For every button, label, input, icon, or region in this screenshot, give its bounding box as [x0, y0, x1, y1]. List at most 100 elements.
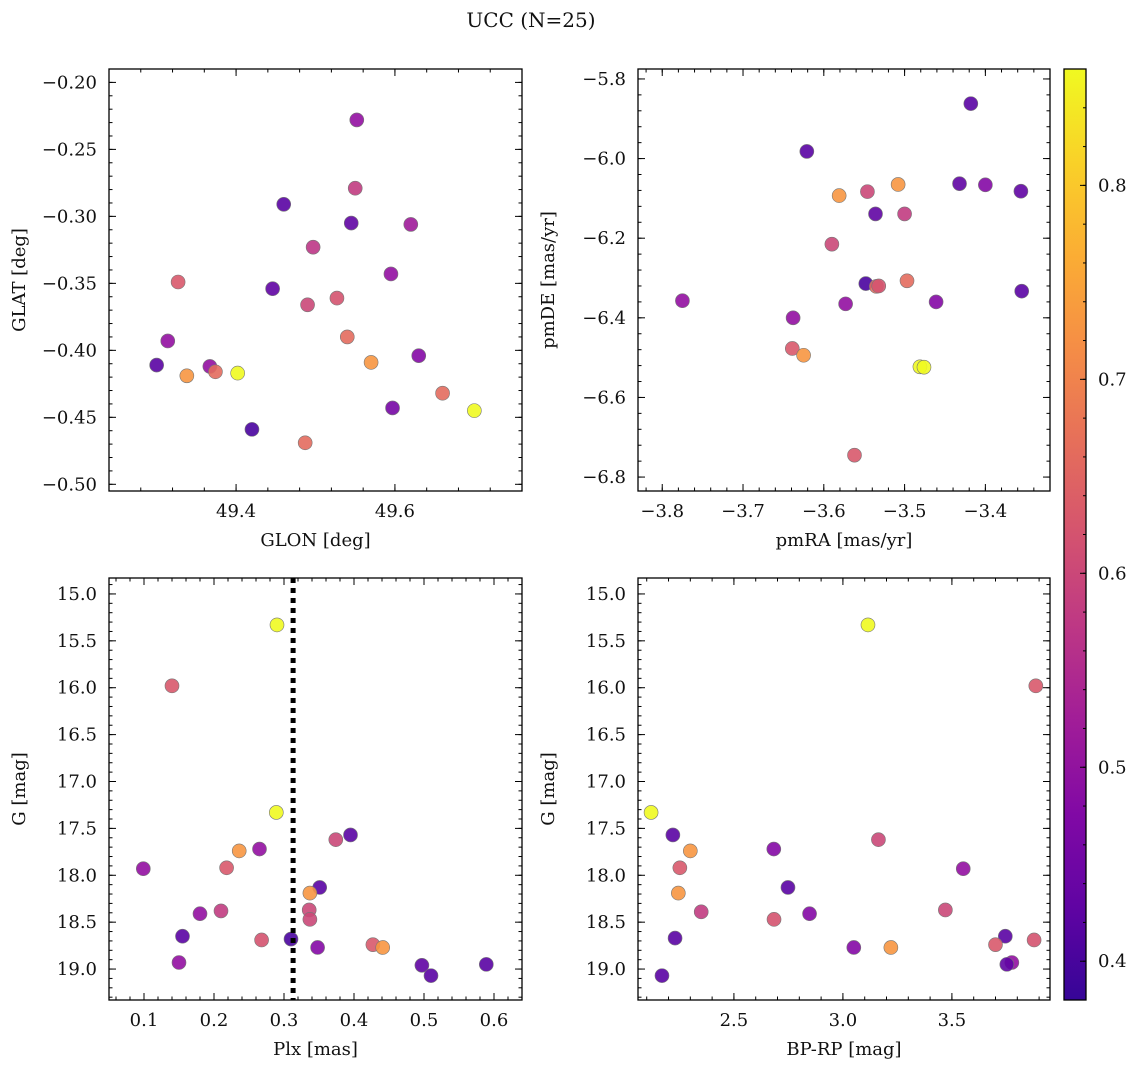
- scatter-point: [213, 903, 229, 919]
- scatter-point: [868, 206, 883, 222]
- y-tick-label: −6.6: [582, 387, 626, 408]
- scatter-point: [269, 617, 285, 633]
- y-tick-label: 18.5: [586, 912, 626, 933]
- scatter-point: [963, 96, 979, 111]
- scatter-point: [164, 678, 180, 694]
- scatter-point: [328, 832, 344, 847]
- scatter-point: [916, 359, 932, 375]
- scatter-point: [343, 827, 358, 843]
- scatter-point: [383, 266, 399, 282]
- scatter-point: [897, 206, 912, 222]
- y-tick-label: −5.8: [582, 69, 626, 90]
- y-tick-label: −6.0: [582, 149, 626, 170]
- scatter-point: [467, 403, 482, 418]
- axes-frame: [108, 577, 523, 1001]
- x-tick-label: −3.5: [883, 501, 927, 522]
- y-tick-label: 18.0: [57, 865, 97, 886]
- y-tick-label: −0.35: [42, 273, 97, 294]
- y-axis-label: G [mag]: [9, 752, 30, 825]
- x-tick-label: 49.6: [375, 501, 415, 522]
- x-tick-label: 0.3: [270, 1010, 299, 1031]
- scatter-point: [349, 112, 365, 128]
- scatter-point: [310, 940, 325, 955]
- y-tick-label: 16.5: [57, 725, 97, 746]
- y-tick-label: −0.50: [42, 474, 97, 495]
- y-tick-label: 16.5: [586, 725, 626, 746]
- scatter-point: [890, 177, 906, 192]
- y-tick-label: −6.2: [582, 228, 626, 249]
- scatter-point: [265, 281, 280, 297]
- x-tick-label: 3.0: [829, 1010, 858, 1031]
- scatter-point: [999, 957, 1015, 972]
- scatter-point: [179, 368, 195, 384]
- y-tick-label: −6.4: [582, 308, 626, 329]
- y-axis-label: GLAT [deg]: [9, 228, 30, 332]
- y-tick-label: −0.25: [42, 139, 97, 160]
- scatter-point: [978, 177, 993, 193]
- scatter-point: [268, 805, 284, 820]
- scatter-point: [478, 957, 494, 972]
- y-tick-label: 15.0: [57, 584, 97, 605]
- x-axis-label: BP-RP [mag]: [786, 1039, 901, 1060]
- scatter-point: [136, 861, 151, 877]
- panel-glon-glat: 49.4 49.6 −0.50 −0.45 −0.40 −0.35 −0.30 −0.25 −0…: [9, 68, 523, 551]
- y-tick-label: 19.0: [57, 959, 97, 980]
- axes-frame: [637, 68, 1051, 492]
- y-tick-label: 17.5: [57, 818, 97, 839]
- colorbar-tick-label: 0.7: [1098, 369, 1127, 390]
- scatter-point: [170, 274, 186, 290]
- y-tick-label: 16.0: [57, 678, 97, 699]
- y-tick-label: 18.5: [57, 912, 97, 933]
- scatter-point: [860, 617, 876, 633]
- panel-proper-motion: −3.8 −3.7 −3.6 −3.5 −3.4 −6.8 −6.6 −6.4 −6.2 −6.0…: [538, 68, 1051, 551]
- scatter-point: [160, 333, 176, 349]
- y-tick-label: 18.0: [586, 865, 626, 886]
- scatter-point: [435, 385, 450, 401]
- colorbar-gradient: [1064, 69, 1086, 1000]
- scatter-point: [847, 447, 862, 463]
- scatter-point: [171, 955, 187, 970]
- scatter-point: [871, 832, 886, 847]
- x-tick-label: −3.6: [802, 501, 846, 522]
- scatter-point: [363, 355, 379, 370]
- scatter-point: [1013, 183, 1029, 199]
- y-tick-label: 17.0: [57, 771, 97, 792]
- axes-frame: [637, 577, 1051, 1001]
- y-axis-label: pmDE [mas/yr]: [538, 211, 559, 349]
- x-tick-label: 49.4: [216, 501, 256, 522]
- scatter-point: [672, 860, 688, 876]
- scatter-point: [302, 912, 318, 927]
- x-tick-label: 0.1: [130, 1010, 159, 1031]
- panel-parallax-magnitude: 0.1 0.2 0.3 0.4 0.5 0.6 15.0 15.5 16.0 16.5 17.0 17…: [9, 577, 523, 1060]
- x-axis-label: GLON [deg]: [260, 530, 370, 551]
- scatter-point: [411, 348, 427, 363]
- scatter-point: [871, 278, 887, 294]
- x-tick-label: 0.4: [340, 1010, 369, 1031]
- y-tick-label: 15.5: [57, 631, 97, 652]
- x-tick-label: 0.6: [480, 1010, 509, 1031]
- scatter-point: [300, 297, 315, 313]
- colorbar-tick-label: 0.8: [1098, 175, 1127, 196]
- scatter-point: [784, 341, 800, 356]
- scatter-point: [329, 290, 345, 306]
- x-tick-label: −3.4: [964, 501, 1008, 522]
- y-tick-label: 15.5: [586, 631, 626, 652]
- scatter-point: [643, 805, 659, 820]
- scatter-point: [254, 932, 269, 948]
- x-tick-label: −3.7: [721, 501, 765, 522]
- scatter-point: [192, 906, 208, 922]
- scatter-point: [305, 239, 321, 255]
- figure-title: UCC (N=25): [466, 8, 595, 32]
- colorbar-tick-label: 0.5: [1098, 757, 1127, 778]
- scatter-point: [785, 310, 801, 326]
- scatter-point: [1028, 678, 1044, 694]
- scatter-point: [671, 885, 686, 901]
- scatter-point: [385, 400, 400, 416]
- x-tick-label: −3.8: [640, 501, 684, 522]
- scatter-point: [414, 958, 430, 973]
- scatter-point: [928, 294, 944, 310]
- scatter-point: [375, 940, 391, 955]
- scatter-point: [998, 928, 1013, 944]
- x-tick-label: 3.5: [938, 1010, 967, 1031]
- colorbar-tick-label: 0.4: [1098, 951, 1127, 972]
